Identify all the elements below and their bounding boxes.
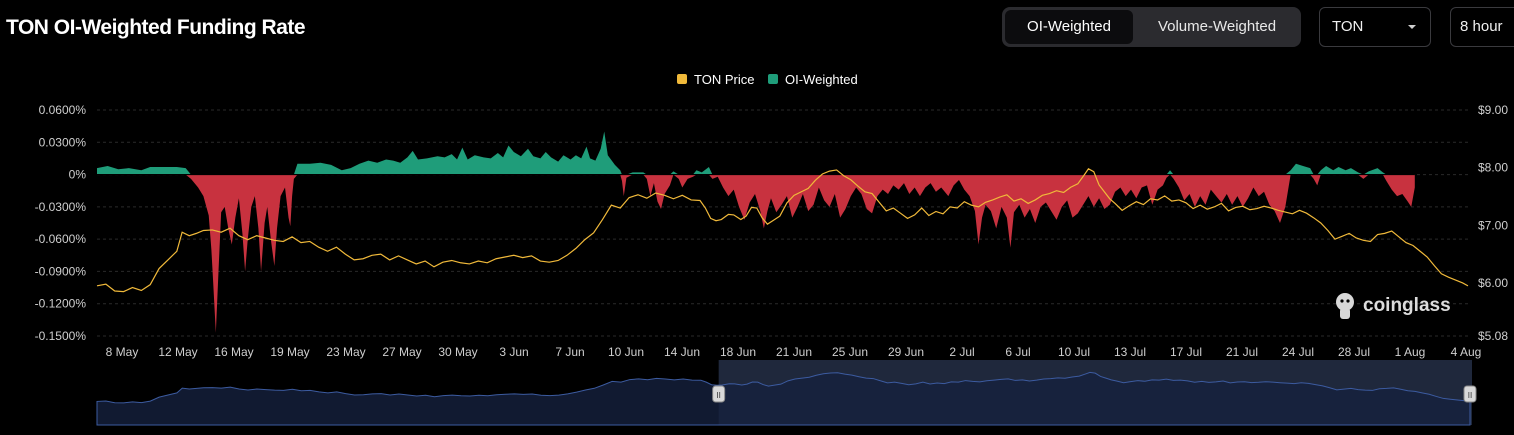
y-left-tick-label: 0.0300%	[39, 135, 87, 149]
navigator-handle-right[interactable]	[1463, 385, 1477, 403]
interval-select[interactable]: 8 hour	[1450, 7, 1514, 47]
x-tick-label: 24 Jul	[1282, 345, 1314, 359]
watermark-text: coinglass	[1363, 295, 1451, 316]
navigator-handle-left[interactable]	[712, 385, 726, 403]
navigator-selection[interactable]	[718, 360, 1472, 425]
tab-volume-weighted[interactable]: Volume-Weighted	[1157, 18, 1277, 35]
x-tick-label: 13 Jul	[1114, 345, 1146, 359]
x-tick-label: 8 May	[106, 345, 139, 359]
x-tick-label: 17 Jul	[1170, 345, 1202, 359]
y-axis-right: $9.00 $8.00 $7.00 $6.00 $5.08	[1478, 103, 1508, 343]
x-tick-label: 4 Aug	[1451, 345, 1482, 359]
x-tick-label: 18 Jun	[720, 345, 756, 359]
x-tick-label: 6 Jul	[1005, 345, 1030, 359]
tab-oi-weighted[interactable]: OI-Weighted	[1005, 10, 1133, 44]
coinglass-logo-icon	[1336, 293, 1354, 319]
legend-swatch-price	[677, 74, 687, 84]
positive-funding-area	[97, 131, 1415, 175]
x-tick-label: 21 Jul	[1226, 345, 1258, 359]
x-tick-label: 1 Aug	[1395, 345, 1426, 359]
y-left-tick-label: 0%	[69, 168, 87, 182]
x-tick-label: 27 May	[382, 345, 421, 359]
x-tick-label: 21 Jun	[776, 345, 812, 359]
x-tick-label: 28 Jul	[1338, 345, 1370, 359]
negative-funding-area	[97, 174, 1415, 333]
legend-label-price[interactable]: TON Price	[694, 72, 754, 87]
x-axis: 8 May 12 May 16 May 19 May 23 May 27 May 30 Ma…	[106, 345, 1482, 359]
range-navigator[interactable]: II II	[96, 360, 1477, 426]
interval-select-value: 8 hour	[1460, 18, 1503, 35]
navigator-handle-grip-icon: II	[1468, 391, 1472, 400]
page-title: TON OI-Weighted Funding Rate	[6, 16, 306, 39]
x-tick-label: 10 Jul	[1058, 345, 1090, 359]
y-right-tick-label: $8.00	[1478, 161, 1508, 175]
y-left-tick-label: -0.0300%	[35, 200, 87, 214]
ton-price-line	[96, 168, 1469, 293]
x-tick-label: 16 May	[214, 345, 253, 359]
y-right-tick-label: $6.00	[1478, 276, 1508, 290]
x-tick-label: 25 Jun	[832, 345, 868, 359]
x-tick-label: 12 May	[158, 345, 197, 359]
x-tick-label: 23 May	[326, 345, 365, 359]
x-tick-label: 30 May	[438, 345, 477, 359]
x-tick-label: 7 Jun	[555, 345, 584, 359]
x-tick-label: 3 Jun	[499, 345, 528, 359]
y-left-tick-label: -0.1500%	[35, 329, 87, 343]
y-left-tick-label: -0.0900%	[35, 264, 87, 278]
grid-lines	[97, 109, 1470, 337]
y-right-tick-label: $9.00	[1478, 103, 1508, 117]
x-tick-label: 29 Jun	[888, 345, 924, 359]
legend: TON Price OI-Weighted	[677, 72, 858, 87]
coin-select-value: TON	[1332, 18, 1364, 35]
y-left-tick-label: -0.1200%	[35, 297, 87, 311]
y-right-tick-label: $5.08	[1478, 329, 1508, 343]
navigator-series	[96, 371, 1471, 426]
x-tick-label: 14 Jun	[664, 345, 700, 359]
x-tick-label: 10 Jun	[608, 345, 644, 359]
legend-swatch-oi	[768, 74, 778, 84]
x-tick-label: 19 May	[270, 345, 309, 359]
x-tick-label: 2 Jul	[949, 345, 974, 359]
coinglass-watermark: coinglass	[1336, 293, 1451, 319]
weighting-toggle: OI-Weighted Volume-Weighted	[1002, 7, 1301, 47]
y-left-tick-label: -0.0600%	[35, 232, 87, 246]
legend-label-oi[interactable]: OI-Weighted	[785, 72, 858, 87]
funding-areas	[97, 131, 1415, 333]
chevron-down-icon	[1408, 25, 1416, 29]
navigator-handle-grip-icon: II	[716, 391, 720, 400]
y-left-tick-label: 0.0600%	[39, 103, 87, 117]
y-right-tick-label: $7.00	[1478, 218, 1508, 232]
price-line-group	[96, 168, 1469, 293]
coin-select[interactable]: TON	[1319, 7, 1431, 47]
y-axis-left: 0.0600% 0.0300% 0% -0.0300% -0.0600% -0.0900%…	[35, 103, 87, 343]
